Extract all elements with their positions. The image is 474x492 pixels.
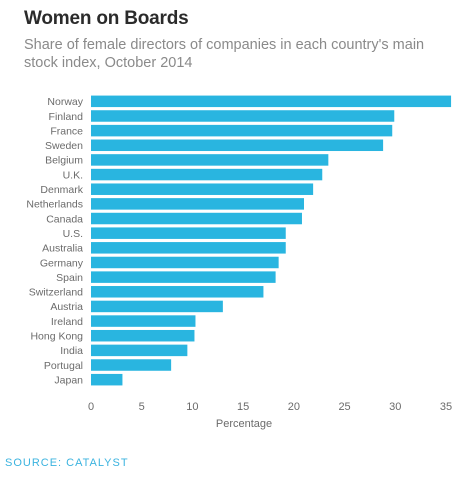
category-label: Ireland: [51, 316, 83, 328]
bar-australia: [91, 242, 286, 254]
category-label: India: [60, 345, 83, 357]
bar-sweden: [91, 139, 384, 152]
bar-japan: [91, 373, 123, 386]
bar-india: [91, 344, 188, 357]
category-label: Japan: [54, 374, 83, 386]
bar-ireland: [91, 315, 196, 327]
bar-spain: [91, 271, 276, 283]
bar-hong-kong: [91, 329, 195, 342]
category-label: Netherlands: [26, 199, 83, 211]
category-label: Denmark: [40, 184, 83, 196]
category-label: Portugal: [44, 360, 83, 372]
bar-netherlands: [91, 198, 304, 210]
category-label: U.K.: [63, 169, 83, 181]
chart-title: Women on Boards: [24, 8, 189, 29]
bars-group: [91, 95, 452, 386]
bar-austria: [91, 300, 223, 313]
x-tick-label: 35: [440, 401, 452, 413]
x-tick-label: 0: [88, 401, 94, 413]
x-axis-ticks: 0 5 10 15 20 25 30 35: [88, 401, 452, 413]
category-label: France: [50, 125, 83, 137]
category-label: Germany: [40, 257, 84, 269]
category-label: Hong Kong: [30, 331, 83, 343]
category-label: Norway: [47, 96, 83, 108]
category-label: Belgium: [45, 155, 83, 167]
x-tick-label: 10: [186, 401, 198, 413]
category-label: Australia: [42, 243, 83, 255]
category-label: U.S.: [63, 228, 83, 240]
bar-germany: [91, 256, 279, 269]
bar-switzerland: [91, 286, 264, 298]
category-label: Spain: [56, 272, 83, 284]
bar-belgium: [91, 154, 329, 166]
category-label: Austria: [50, 301, 83, 313]
x-tick-label: 30: [389, 401, 401, 413]
bar-u-s: [91, 227, 286, 239]
bar-portugal: [91, 359, 172, 371]
bar-canada: [91, 212, 302, 225]
x-tick-label: 25: [338, 401, 350, 413]
category-labels: Norway Finland France Sweden Belgium U.K. Denm…: [26, 96, 83, 386]
chart-subtitle: Share of female directors of companies i…: [24, 37, 425, 71]
x-tick-label: 5: [139, 401, 145, 413]
bar-norway: [91, 95, 452, 108]
bar-u-k: [91, 168, 323, 181]
category-label: Finland: [49, 111, 84, 123]
bar-finland: [91, 110, 395, 122]
x-tick-label: 15: [237, 401, 249, 413]
category-label: Canada: [46, 213, 83, 225]
bar-denmark: [91, 183, 314, 195]
x-axis-label: Percentage: [216, 418, 272, 430]
source-note: SOURCE: CATALYST: [5, 457, 129, 469]
bar-france: [91, 124, 393, 137]
category-label: Switzerland: [29, 287, 83, 299]
x-tick-label: 20: [288, 401, 300, 413]
category-label: Sweden: [45, 140, 83, 152]
